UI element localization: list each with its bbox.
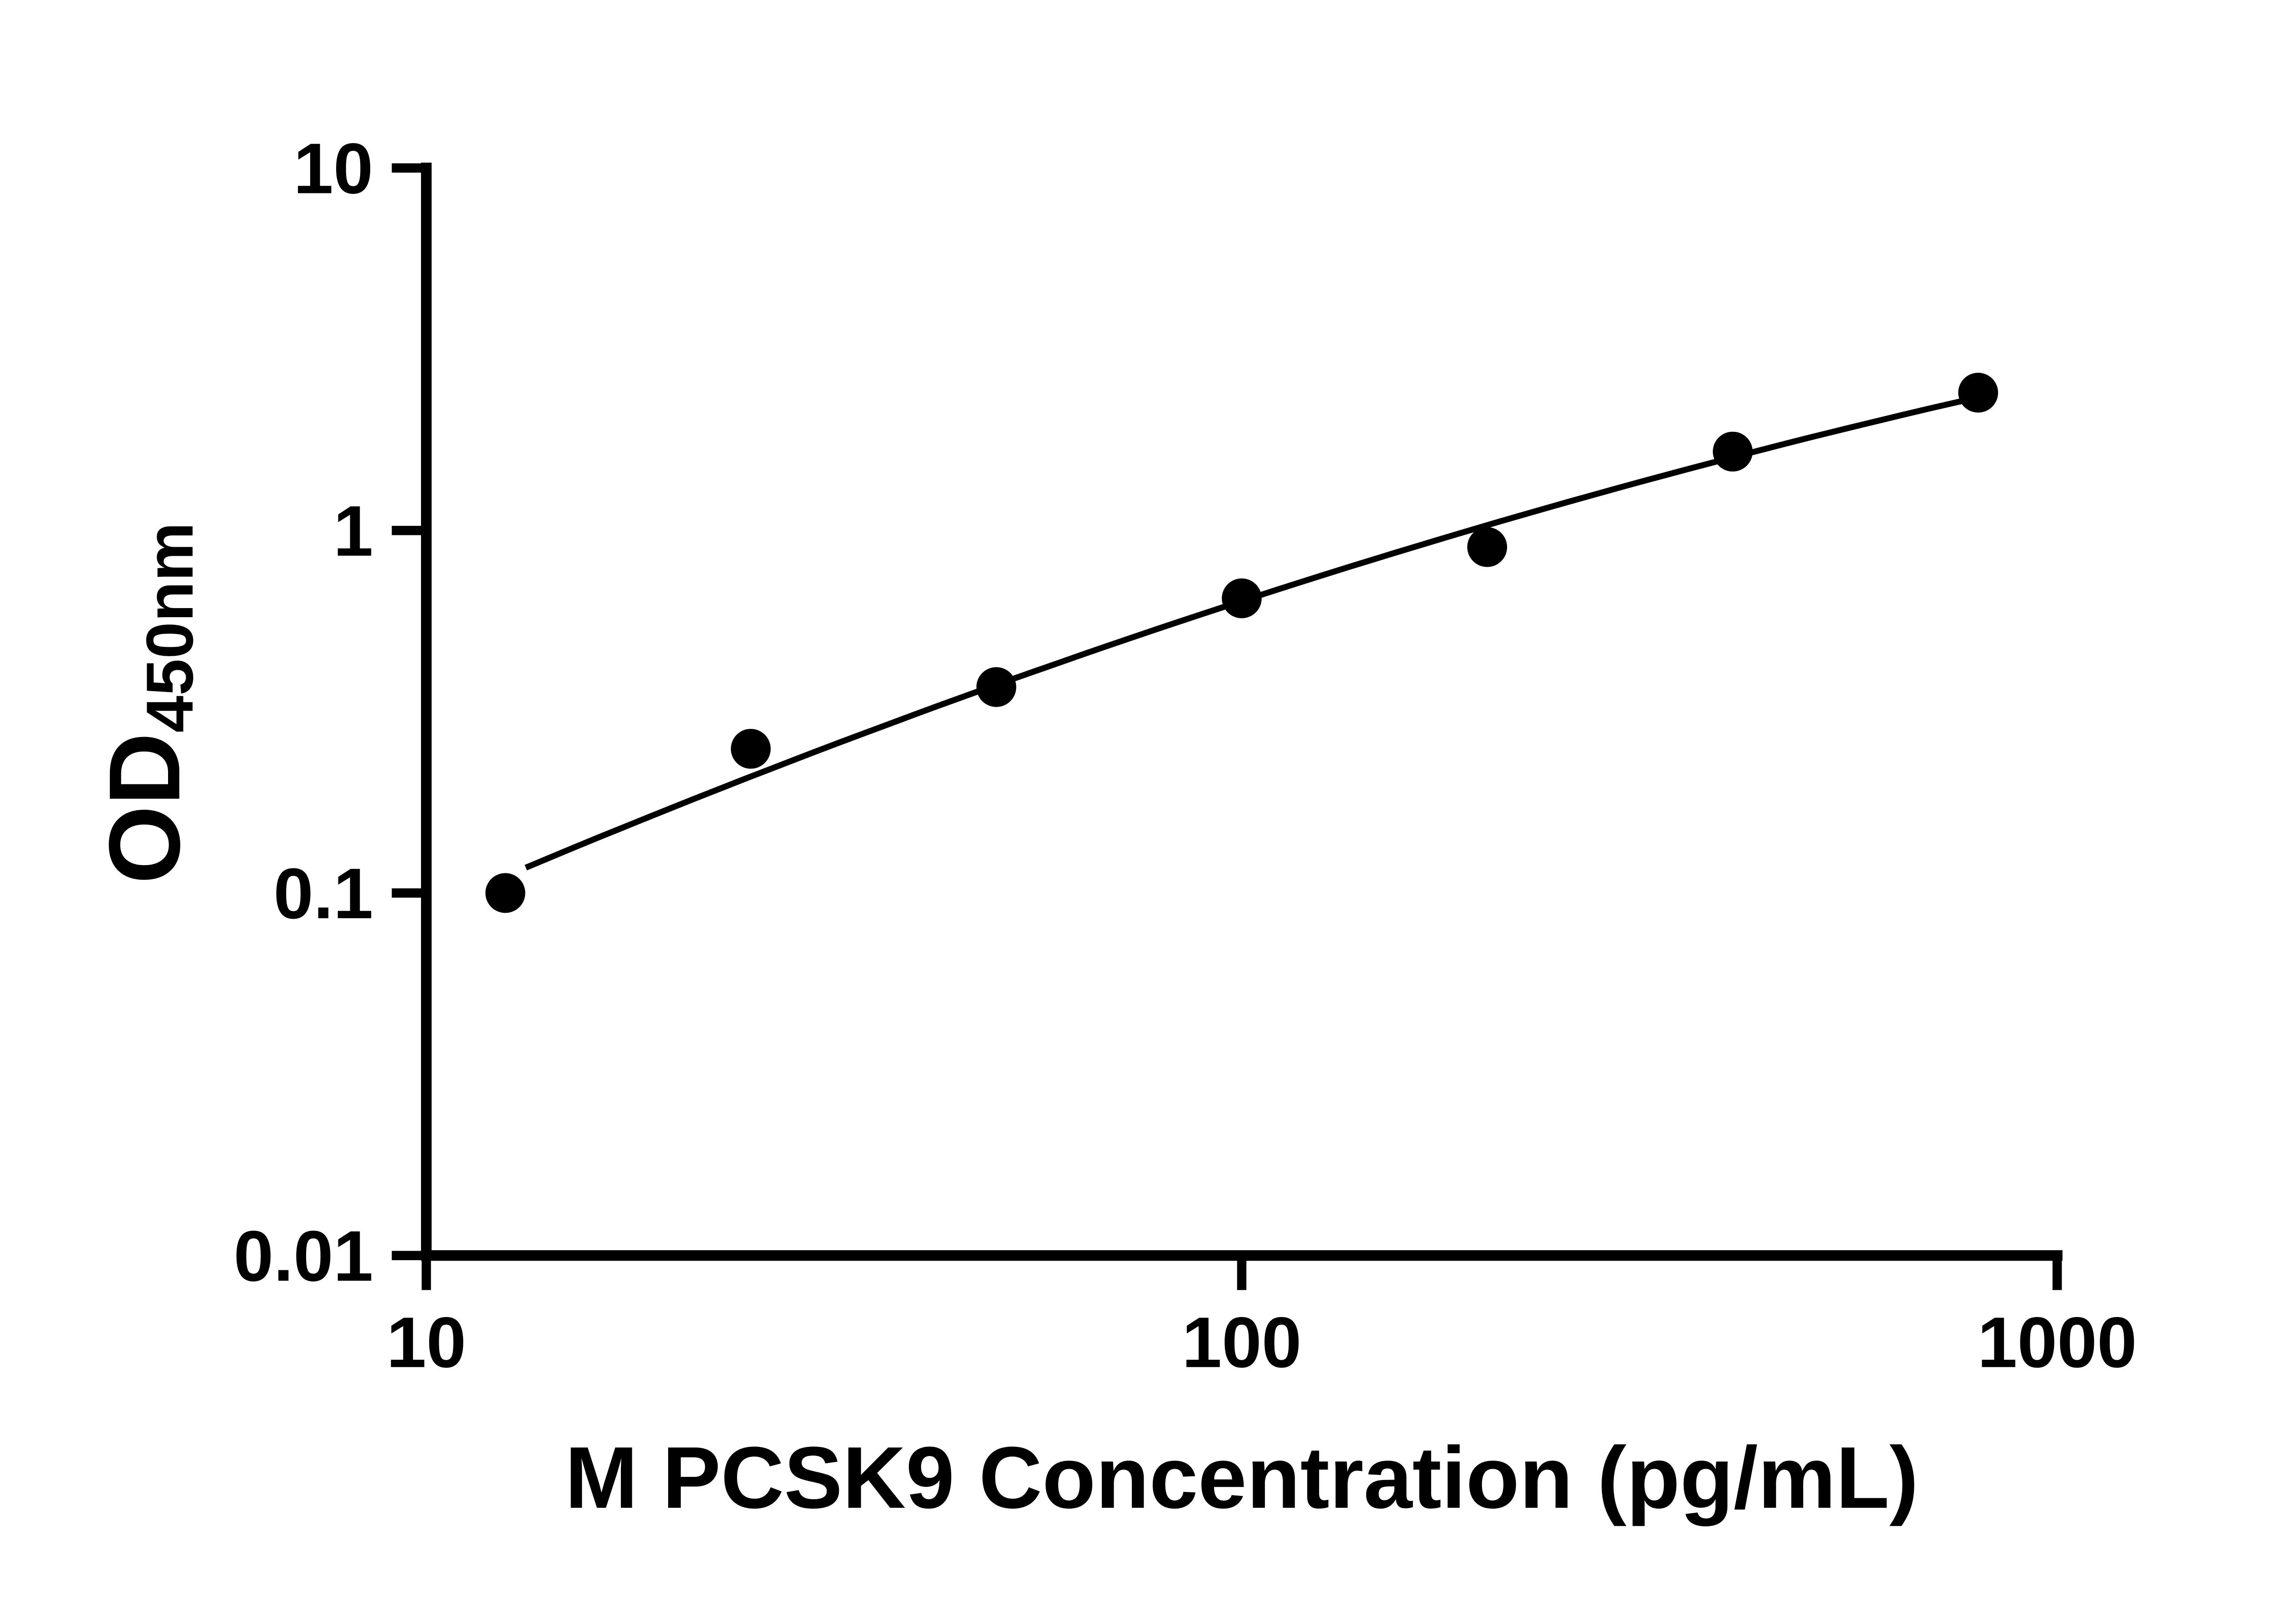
data-point [976,667,1016,707]
data-point [731,728,771,769]
y-axis-title: OD450nm [89,522,207,884]
data-point [1958,372,1998,413]
data-point [1713,431,1753,472]
x-axis-title: M PCSK9 Concentration (pg/mL) [565,1428,1919,1526]
y-tick-label: 0.01 [233,1216,373,1296]
x-tick-label: 10 [387,1302,466,1382]
y-tick-label: 1 [333,491,373,571]
data-point [1467,527,1507,567]
y-axis-title-main: OD [89,733,201,884]
chart-background [0,20,2271,1604]
x-tick-label: 100 [1182,1302,1301,1382]
y-tick-label: 10 [293,129,373,208]
data-point [485,873,526,913]
data-point [1222,578,1262,619]
y-tick-label: 0.1 [273,854,373,934]
x-tick-label: 1000 [1978,1302,2137,1382]
y-axis-title-subscript: 450nm [133,522,207,733]
